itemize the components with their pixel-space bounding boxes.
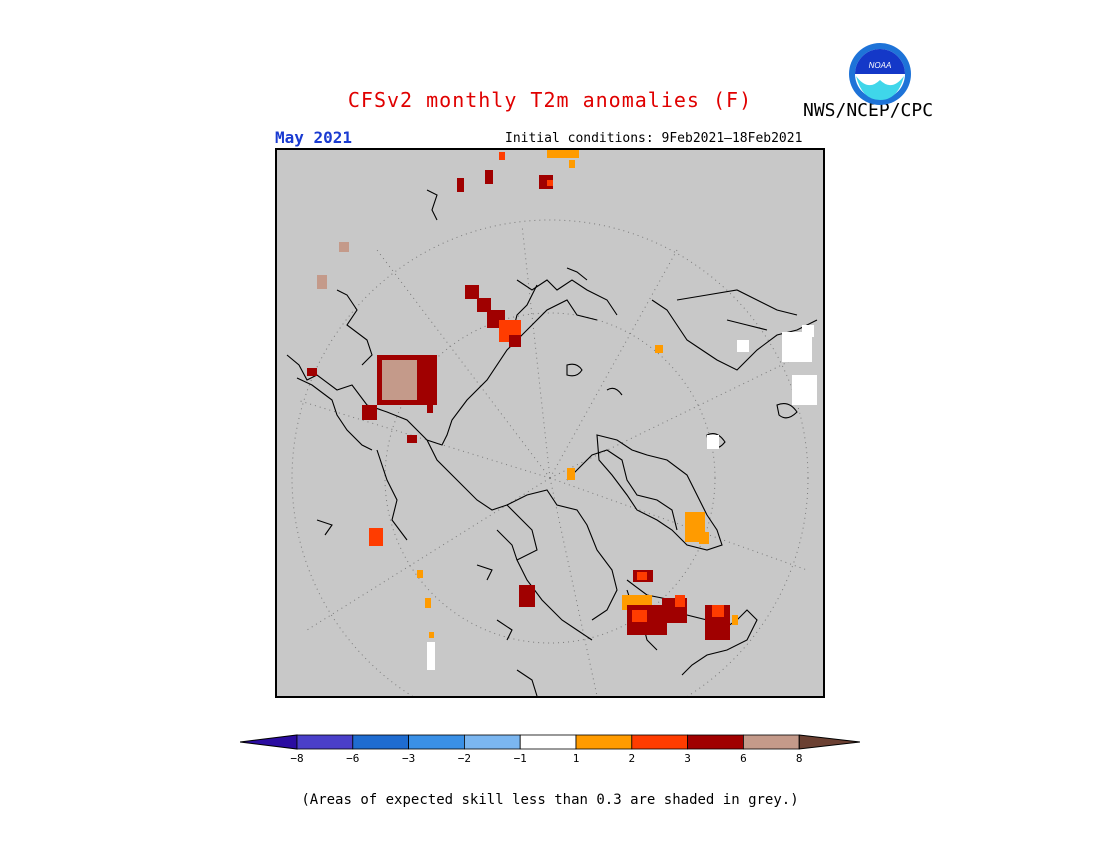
forecast-period: May 2021 <box>275 128 353 147</box>
colorbar-tick-label: 8 <box>795 752 803 765</box>
logo-text: NOAA <box>869 61 892 70</box>
colorbar-box <box>631 734 688 750</box>
colorbar-tick-label: −2 <box>457 752 472 765</box>
colorbar-box <box>519 734 577 750</box>
colorbar <box>240 734 860 750</box>
colorbar-tick-label: 2 <box>628 752 636 765</box>
coastlines <box>286 189 818 696</box>
colorbar-box <box>575 734 633 750</box>
colorbar-tick-label: 1 <box>572 752 580 765</box>
colorbar-tick-label: −1 <box>513 752 527 765</box>
colorbar-tick-label: −6 <box>346 752 360 765</box>
colorbar-arrow-low <box>240 734 298 750</box>
map-title: CFSv2 monthly T2m anomalies (F) <box>347 88 753 112</box>
colorbar-box <box>742 734 800 750</box>
map-canvas <box>286 150 818 696</box>
colorbar-tick-label: 6 <box>740 752 747 765</box>
skill-footnote: (Areas of expected skill less than 0.3 a… <box>301 792 799 808</box>
colorbar-box <box>463 734 521 750</box>
colorbar-tick-label: 3 <box>684 752 691 765</box>
colorbar-tick-label: −8 <box>290 752 304 765</box>
colorbar-arrow-high <box>798 734 860 750</box>
colorbar-box <box>296 734 354 750</box>
colorbar-box <box>687 734 744 750</box>
colorbar-box <box>408 734 465 750</box>
graticule <box>291 219 809 696</box>
noaa-logo: NOAA <box>849 43 911 105</box>
polar-map <box>275 148 825 698</box>
colorbar-box <box>352 734 410 750</box>
anomaly-patches <box>307 150 817 670</box>
colorbar-tick-label: −3 <box>401 752 416 765</box>
agency-label: NWS/NCEP/CPC <box>803 100 934 121</box>
initial-conditions: Initial conditions: 9Feb2021–18Feb2021 <box>505 131 803 146</box>
